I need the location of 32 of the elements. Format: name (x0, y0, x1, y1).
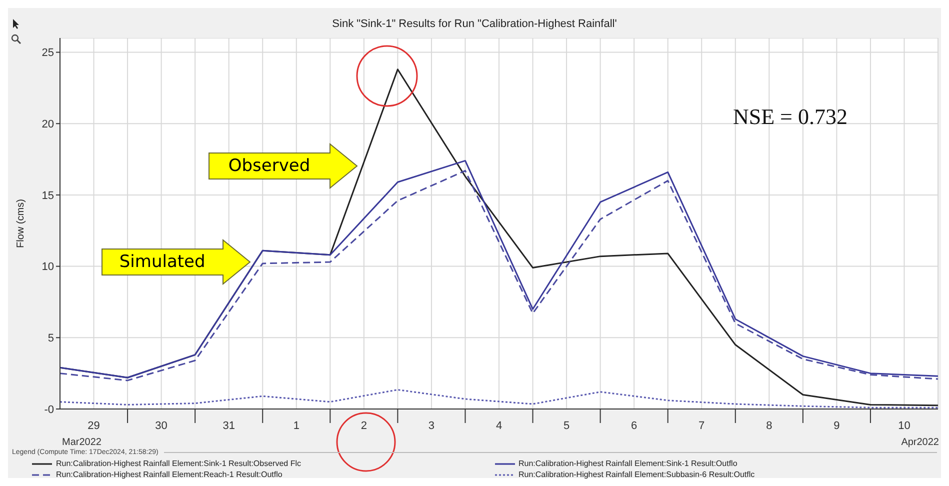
x-tick-label: 5 (563, 420, 570, 432)
y-tick-label: 25 (42, 47, 54, 60)
x-tick-label: 4 (496, 420, 502, 432)
annotation: NSE = 0.732 (733, 104, 848, 130)
chart-title: Sink "Sink-1" Results for Run "Calibration-Highest Rainfall' (331, 18, 618, 30)
x-tick-label: 6 (631, 420, 638, 432)
x-tick-label: 29 (88, 420, 100, 432)
x-tick-label: 8 (766, 420, 772, 432)
y-tick-label: 5 (48, 332, 54, 345)
y-tick-label: 20 (42, 118, 54, 131)
x-tick-label: 3 (428, 420, 435, 432)
legend-label: Run:Calibration-Highest Rainfall Element:Subbasin-6 Result:Outflc (518, 470, 755, 479)
text: Mar2022 (62, 437, 102, 448)
y-tick-label: 10 (42, 261, 54, 274)
arrow-icon: Simulated (101, 239, 252, 286)
text: Apr2022 (901, 437, 939, 448)
legend-label: Run:Calibration-Highest Rainfall Element:Reach-1 Result:Outflo (56, 470, 282, 479)
y-axis-title: Flow (cms) (16, 199, 27, 248)
x-tick-label: 10 (898, 420, 910, 432)
x-tick-label: 2 (360, 420, 367, 432)
x-tick-label: 1 (293, 420, 300, 432)
x-tick-label: 30 (155, 420, 168, 432)
arrow-icon: Observed (208, 143, 358, 190)
x-tick-label: 31 (222, 420, 235, 432)
y-tick-label: -0 (44, 404, 54, 416)
legend-label: Run:Calibration-Highest Rainfall Element:Sink-1 Result:Outflo (518, 459, 738, 468)
annotation: Simulated (118, 251, 206, 274)
x-tick-label: 7 (698, 420, 705, 432)
legend-label: Run:Calibration-Highest Rainfall Element:Sink-1 Result:Observed Flc (56, 459, 301, 468)
y-tick-label: 15 (42, 190, 54, 202)
x-tick-label: 9 (834, 420, 840, 432)
annotation: Observed (227, 155, 312, 178)
